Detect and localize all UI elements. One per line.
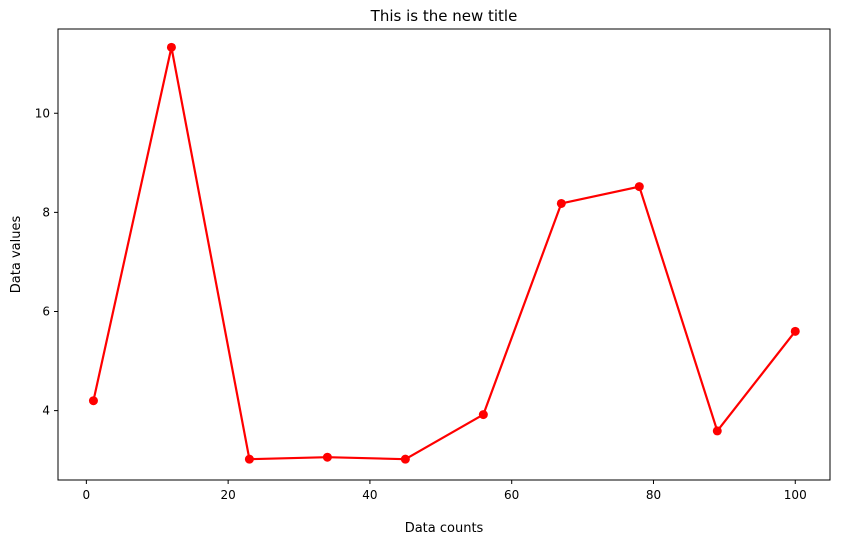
plot-frame — [57, 28, 831, 481]
data-point — [400, 454, 410, 464]
data-point — [712, 426, 722, 436]
data-point — [556, 198, 566, 208]
x-axis-label: Data counts — [405, 521, 484, 536]
y-tick-label: 10 — [35, 106, 50, 120]
x-tick-label: 100 — [784, 488, 807, 502]
y-axis-ticks: 4 6 8 10 — [35, 106, 58, 418]
y-tick-label: 8 — [42, 205, 50, 219]
series-layer — [88, 42, 800, 464]
x-tick-label: 60 — [504, 488, 519, 502]
data-point — [322, 452, 332, 462]
x-tick-label: 0 — [83, 488, 91, 502]
x-axis-ticks: 0 20 40 60 80 100 — [83, 480, 807, 502]
x-tick-label: 40 — [362, 488, 377, 502]
y-axis-label: Data values — [9, 216, 24, 294]
data-point — [88, 396, 98, 406]
y-tick-label: 6 — [42, 304, 50, 318]
y-tick-label: 4 — [42, 404, 50, 418]
series-line — [92, 46, 797, 461]
chart-title: This is the new title — [370, 7, 518, 25]
data-point — [244, 454, 254, 464]
data-point — [166, 42, 176, 52]
x-tick-label: 20 — [220, 488, 235, 502]
data-point — [478, 410, 488, 420]
x-tick-label: 80 — [646, 488, 661, 502]
data-point — [790, 326, 800, 336]
data-point — [634, 182, 644, 192]
plot-area — [58, 29, 830, 480]
